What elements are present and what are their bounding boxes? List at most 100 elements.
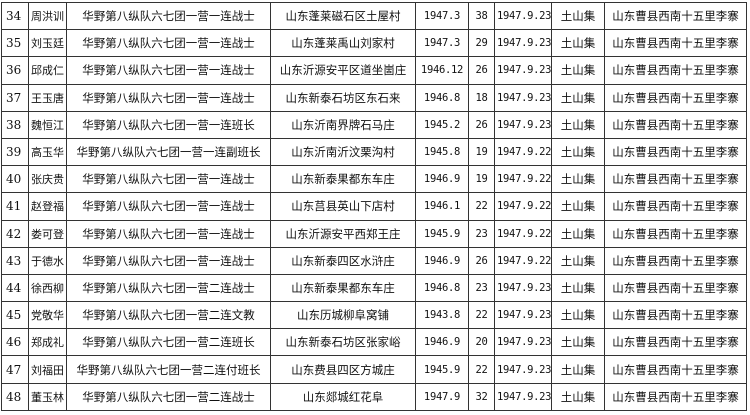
row-number: 40	[1, 165, 29, 194]
unit-cell: 华野第八纵队六七团一营二连付班长	[66, 355, 271, 384]
death-date-cell: 1947.9.22	[494, 219, 552, 248]
burial-place-cell: 山东曹县西南十五里李寨	[604, 165, 747, 194]
table-row: 41 赵登福 华野第八纵队六七团一营一连战士 山东莒县英山下店村 1946.1 22 194…	[1, 192, 747, 221]
death-place-cell: 土山集	[551, 83, 605, 112]
name-cell: 董玉林	[28, 382, 67, 411]
name-cell: 邱成仁	[28, 56, 67, 85]
enlisted-date-cell: 1946.1	[415, 192, 469, 221]
death-date-cell: 1947.9.23	[494, 83, 552, 112]
unit-cell: 华野第八纵队六七团一营一连战士	[66, 29, 271, 58]
table-row: 36 邱成仁 华野第八纵队六七团一营一连战士 山东沂源安平区道坐崮庄 1946.12 26…	[1, 56, 747, 85]
row-number: 48	[1, 382, 29, 411]
burial-place-cell: 山东曹县西南十五里李寨	[604, 110, 747, 139]
death-date-cell: 1947.9.23	[494, 56, 552, 85]
name-cell: 刘玉廷	[28, 29, 67, 58]
row-number: 41	[1, 192, 29, 221]
enlisted-date-cell: 1946.12	[415, 56, 469, 85]
death-date-cell: 1947.9.23	[494, 273, 552, 303]
death-place-cell: 土山集	[551, 328, 605, 357]
death-date-cell: 1947.9.23	[494, 382, 552, 411]
name-cell: 张庆贵	[28, 165, 67, 194]
death-place-cell: 土山集	[551, 192, 605, 221]
enlisted-date-cell: 1947.3	[415, 29, 469, 58]
hometown-cell: 山东新泰果都东车庄	[270, 165, 416, 194]
death-place-cell: 土山集	[551, 355, 605, 384]
enlisted-date-cell: 1945.8	[415, 137, 469, 167]
enlisted-date-cell: 1946.9	[415, 328, 469, 357]
death-date-cell: 1947.9.23	[494, 29, 552, 58]
enlisted-date-cell: 1946.8	[415, 83, 469, 112]
unit-cell: 华野第八纵队六七团一营一连副班长	[66, 137, 271, 167]
row-number: 37	[1, 83, 29, 112]
unit-cell: 华野第八纵队六七团一营一连战士	[66, 83, 271, 112]
row-number: 45	[1, 301, 29, 330]
unit-cell: 华野第八纵队六七团一营一连战士	[66, 246, 271, 275]
age-cell: 23	[468, 219, 495, 248]
age-cell: 19	[468, 165, 495, 194]
hometown-cell: 山东沂源安平区道坐崮庄	[270, 56, 416, 85]
hometown-cell: 山东沂源安平西郑王庄	[270, 219, 416, 248]
unit-cell: 华野第八纵队六七团一营二连班长	[66, 328, 271, 357]
death-place-cell: 土山集	[551, 273, 605, 303]
table-row: 43 于德水 华野第八纵队六七团一营一连战士 山东新泰四区水浒庄 1946.9 26 194…	[1, 246, 747, 275]
unit-cell: 华野第八纵队六七团一营一连战士	[66, 1, 271, 31]
burial-place-cell: 山东曹县西南十五里李寨	[604, 29, 747, 58]
death-date-cell: 1947.9.23	[494, 110, 552, 139]
age-cell: 26	[468, 110, 495, 139]
enlisted-date-cell: 1945.9	[415, 219, 469, 248]
table-row: 40 张庆贵 华野第八纵队六七团一营一连战士 山东新泰果都东车庄 1946.9 19 194…	[1, 165, 747, 194]
row-number: 44	[1, 273, 29, 303]
table-row: 42 娄可登 华野第八纵队六七团一营一连战士 山东沂源安平西郑王庄 1945.9 23 19…	[1, 219, 747, 248]
row-number: 34	[1, 1, 29, 31]
burial-place-cell: 山东曹县西南十五里李寨	[604, 1, 747, 31]
enlisted-date-cell: 1946.9	[415, 246, 469, 275]
age-cell: 22	[468, 192, 495, 221]
death-place-cell: 土山集	[551, 110, 605, 139]
table-row: 39 高玉华 华野第八纵队六七团一营一连副班长 山东沂南沂汶栗沟村 1945.8 19 19…	[1, 137, 747, 167]
name-cell: 郑成礼	[28, 328, 67, 357]
unit-cell: 华野第八纵队六七团一营一连战士	[66, 165, 271, 194]
hometown-cell: 山东新泰四区水浒庄	[270, 246, 416, 275]
death-place-cell: 土山集	[551, 301, 605, 330]
unit-cell: 华野第八纵队六七团一营一连战士	[66, 192, 271, 221]
table-row: 35 刘玉廷 华野第八纵队六七团一营一连战士 山东蓬莱禹山刘家村 1947.3 29 194…	[1, 29, 747, 58]
burial-place-cell: 山东曹县西南十五里李寨	[604, 56, 747, 85]
table-row: 38 魏恒江 华野第八纵队六七团一营一连班长 山东沂南界牌石马庄 1945.2 26 194…	[1, 110, 747, 139]
table-row: 48 董玉林 华野第八纵队六七团一营二连战士 山东郯城红花阜 1947.9 32 1947.…	[1, 382, 747, 411]
age-cell: 22	[468, 301, 495, 330]
row-number: 47	[1, 355, 29, 384]
death-place-cell: 土山集	[551, 1, 605, 31]
death-place-cell: 土山集	[551, 219, 605, 248]
row-number: 42	[1, 219, 29, 248]
name-cell: 赵登福	[28, 192, 67, 221]
hometown-cell: 山东蓬莱禹山刘家村	[270, 29, 416, 58]
row-number: 43	[1, 246, 29, 275]
age-cell: 26	[468, 56, 495, 85]
burial-place-cell: 山东曹县西南十五里李寨	[604, 355, 747, 384]
enlisted-date-cell: 1946.9	[415, 165, 469, 194]
age-cell: 32	[468, 382, 495, 411]
hometown-cell: 山东新泰石坊区张家峪	[270, 328, 416, 357]
death-date-cell: 1947.9.23	[494, 328, 552, 357]
row-number: 39	[1, 137, 29, 167]
hometown-cell: 山东新泰石坊区东石来	[270, 83, 416, 112]
burial-place-cell: 山东曹县西南十五里李寨	[604, 328, 747, 357]
enlisted-date-cell: 1945.9	[415, 355, 469, 384]
age-cell: 38	[468, 1, 495, 31]
table-row: 47 刘福田 华野第八纵队六七团一营二连付班长 山东费县四区方城庄 1945.9 22 19…	[1, 355, 747, 384]
enlisted-date-cell: 1943.8	[415, 301, 469, 330]
unit-cell: 华野第八纵队六七团一营二连战士	[66, 382, 271, 411]
hometown-cell: 山东沂南沂汶栗沟村	[270, 137, 416, 167]
burial-place-cell: 山东曹县西南十五里李寨	[604, 192, 747, 221]
hometown-cell: 山东郯城红花阜	[270, 382, 416, 411]
table-row: 37 王玉唐 华野第八纵队六七团一营一连战士 山东新泰石坊区东石来 1946.8 18 19…	[1, 83, 747, 112]
death-place-cell: 土山集	[551, 56, 605, 85]
hometown-cell: 山东莒县英山下店村	[270, 192, 416, 221]
name-cell: 周洪训	[28, 1, 67, 31]
row-number: 35	[1, 29, 29, 58]
age-cell: 26	[468, 246, 495, 275]
enlisted-date-cell: 1947.9	[415, 382, 469, 411]
unit-cell: 华野第八纵队六七团一营二连战士	[66, 273, 271, 303]
death-date-cell: 1947.9.22	[494, 137, 552, 167]
